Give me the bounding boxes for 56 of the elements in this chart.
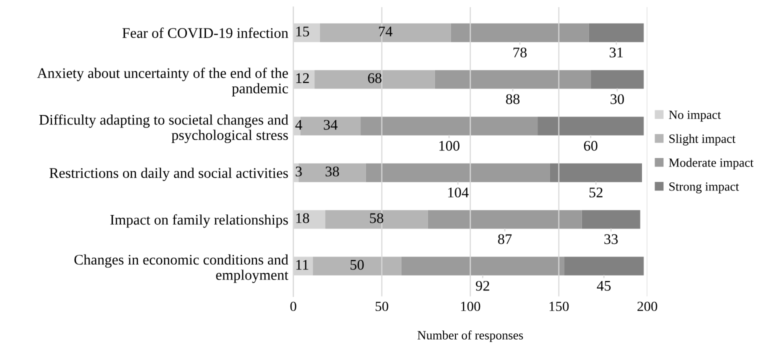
data-label: 68 [368, 73, 382, 84]
bar [325, 210, 428, 229]
data-label: 92 [476, 280, 490, 291]
data-label: 58 [370, 213, 384, 224]
legend-label: Slight impact [669, 134, 736, 146]
data-label: 52 [590, 188, 602, 198]
data-label: 78 [514, 48, 527, 58]
data-label: 31 [610, 48, 623, 58]
legend-label: No impact [668, 110, 721, 122]
bar [564, 256, 644, 276]
y-tick-label: Anxiety about uncertainty of the end of the pandemic [37, 68, 288, 96]
y-tick-label: Restrictions on daily and social activities [50, 168, 288, 181]
x-tick-label: 100 [461, 302, 480, 312]
data-label: 33 [604, 234, 618, 244]
bar [588, 23, 644, 42]
data-label: 15 [296, 26, 310, 36]
data-label: 104 [448, 188, 469, 198]
data-label: 50 [350, 260, 364, 270]
bar [360, 116, 538, 136]
y-tick-label: Changes in economic conditions and employment [74, 254, 288, 283]
x-tick-label: 0 [290, 302, 296, 312]
y-tick-label: Impact on family relationships [110, 214, 288, 228]
data-label: 60 [584, 140, 598, 151]
data-label: 38 [326, 166, 339, 176]
bar [312, 256, 402, 276]
data-label: 74 [379, 26, 392, 36]
data-label: 100 [439, 140, 460, 151]
bar [582, 210, 640, 229]
legend-label: Moderate impact [668, 158, 754, 170]
bar [320, 23, 451, 42]
legend-label: Strong impact [669, 182, 739, 194]
bar [428, 210, 582, 229]
data-label: 18 [296, 213, 310, 224]
data-label: 30 [610, 94, 624, 104]
data-label: 88 [506, 94, 520, 104]
data-label: 3 [296, 166, 302, 176]
bar [401, 256, 564, 276]
x-tick-label: 150 [550, 302, 569, 312]
bar [450, 23, 589, 42]
data-label: 34 [324, 120, 338, 130]
bar [366, 163, 550, 182]
bar [434, 70, 591, 89]
y-tick-label: Difficulty adapting to societal changes and psychological stress [39, 114, 288, 144]
data-label: 87 [498, 234, 512, 244]
data-label: 12 [296, 73, 309, 83]
data-label: 45 [596, 281, 611, 291]
bar [590, 70, 644, 89]
x-tick-label: 50 [376, 302, 388, 312]
bar [314, 70, 435, 89]
bar [538, 116, 644, 136]
x-tick-label: 200 [637, 302, 658, 312]
y-tick-label: Fear of COVID-19 infection [122, 28, 288, 38]
bar [550, 163, 642, 182]
data-label: 11 [296, 260, 308, 270]
data-label: 4 [295, 120, 302, 130]
x-axis-title: Number of responses [418, 330, 523, 342]
